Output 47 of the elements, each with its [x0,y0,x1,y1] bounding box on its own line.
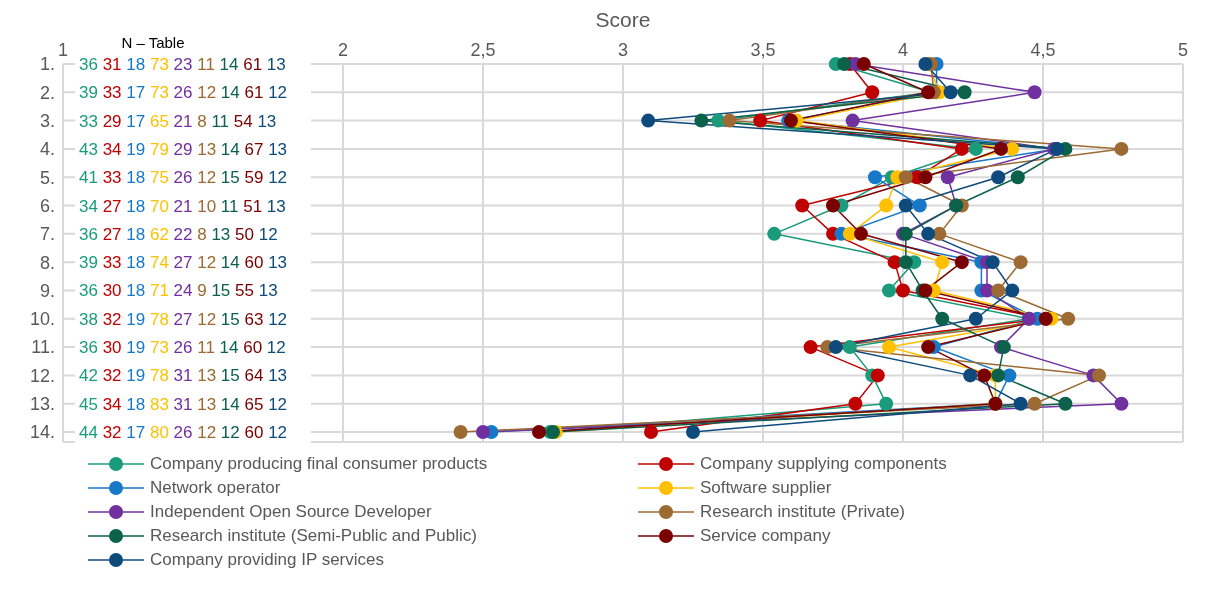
x-tick-label: 5 [1177,40,1189,60]
x-axis-title: Score [594,8,652,33]
text: 38 32 19 78 27 12 15 63 12 [79,309,288,329]
y-tick-label: 6. [39,195,55,216]
text: N – Table [121,34,185,51]
legend-label: Software supplier [700,478,832,498]
y-tick-label: 9. [39,280,55,301]
y-tick-label: 11. [31,337,55,358]
x-tick-label: 3 [617,40,629,60]
legend-label: Research institute (Semi-Public and Public) [150,526,477,546]
text: 36 30 18 71 24 9 15 55 13 [79,281,278,301]
legend-label: Company providing IP services [150,550,385,570]
legend-label: Independent Open Source Developer [150,502,432,522]
y-tick-label: 8. [39,252,55,273]
text: 43 34 19 79 29 13 14 67 13 [79,139,288,159]
x-tick-label: 3,5 [750,40,776,60]
x-tick-label: 1 [57,40,69,60]
text: 36 30 19 73 26 11 14 60 12 [79,338,286,358]
text: 42 32 19 78 31 13 15 64 13 [79,366,288,386]
legend-label: Company producing final consumer products [150,454,488,474]
y-tick-label: 1. [39,54,55,75]
y-tick-label: 13. [29,394,55,415]
y-tick-label: 2. [39,82,55,103]
legend-label: Company supplying components [700,454,947,474]
text: 39 33 17 73 26 12 14 61 12 [79,83,288,103]
legend-label: Service company [700,526,831,546]
text: 44 32 17 80 26 12 12 60 12 [79,423,288,442]
text: 36 31 18 73 23 11 14 61 13 [79,55,286,74]
legend-label: Network operator [150,478,281,498]
y-tick-label: 7. [39,224,55,245]
y-tick-label: 12. [29,365,55,386]
text: 36 27 18 62 22 8 13 50 12 [79,224,278,244]
x-tick-label: 4 [897,40,909,60]
x-tick-label: 2,5 [470,40,496,60]
y-tick-label: 14. [29,422,55,443]
text: 33 29 17 65 21 8 11 54 13 [79,111,277,131]
y-tick-label: 4. [39,139,55,160]
x-tick-label: 4,5 [1030,40,1056,60]
x-tick-label: 2 [337,40,349,60]
text: 41 33 18 75 26 12 15 59 12 [79,168,288,188]
legend-label: Research institute (Private) [700,502,906,522]
text: 34 27 18 70 21 10 11 51 13 [79,196,286,216]
y-tick-label: 3. [39,111,55,132]
y-tick-label: 5. [39,167,55,188]
y-tick-label: 10. [29,309,55,330]
text: 45 34 18 83 31 13 14 65 12 [79,394,288,414]
text: 39 33 18 74 27 12 14 60 13 [79,253,288,273]
